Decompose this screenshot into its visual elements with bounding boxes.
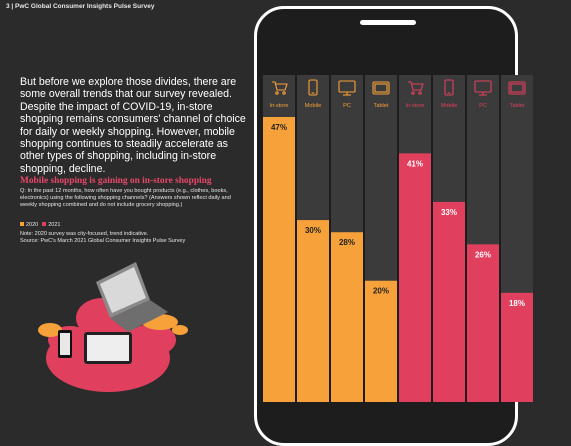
devices-illustration xyxy=(38,262,188,392)
legend-label-2020: 2020 xyxy=(26,222,39,228)
data-label-6: 26% xyxy=(475,250,491,259)
bar-1 xyxy=(297,220,329,402)
category-label-7: Tablet xyxy=(510,103,525,109)
category-label-4: In-store xyxy=(406,103,425,109)
chart-source: Source: PwC's March 2021 Global Consumer… xyxy=(20,238,186,244)
data-label-3: 20% xyxy=(373,287,389,296)
bar-4 xyxy=(399,153,431,402)
legend-item-2021: 2021 xyxy=(42,222,61,228)
data-label-2: 28% xyxy=(339,238,355,247)
legend-label-2021: 2021 xyxy=(48,222,61,228)
tablet-icon-7 xyxy=(508,81,526,95)
tablet-icon-3 xyxy=(372,81,390,95)
cart-icon-0 xyxy=(272,81,288,95)
section-title: Mobile shopping is gaining on in-store s… xyxy=(20,176,212,186)
page-header: 3 | PwC Global Consumer Insights Pulse S… xyxy=(6,3,155,10)
intro-paragraph: But before we explore those divides, the… xyxy=(20,76,246,175)
pc-icon-2 xyxy=(338,80,356,96)
bar-6 xyxy=(467,244,499,402)
chart-notes: Note: 2020 survey was city-focused, tren… xyxy=(20,231,250,245)
data-label-7: 18% xyxy=(509,299,525,308)
category-label-3: Tablet xyxy=(374,103,389,109)
bar-5 xyxy=(433,201,465,402)
bar-2 xyxy=(331,232,363,402)
laptop-icon xyxy=(96,262,168,332)
chart-note: Note: 2020 survey was city-focused, tren… xyxy=(20,231,149,237)
bar-3 xyxy=(365,280,397,402)
chart-legend: 2020 2021 xyxy=(20,222,61,228)
category-label-6: PC xyxy=(479,103,487,109)
data-label-0: 47% xyxy=(271,123,287,132)
tablet-device-icon xyxy=(84,332,132,364)
category-label-2: PC xyxy=(343,103,351,109)
data-label-5: 33% xyxy=(441,208,457,217)
data-label-1: 30% xyxy=(305,226,321,235)
cart-icon-4 xyxy=(408,81,424,95)
phone-speaker xyxy=(360,20,416,25)
legend-item-2020: 2020 xyxy=(20,222,38,228)
category-label-1: Mobile xyxy=(305,103,321,109)
mobile-icon-1 xyxy=(308,79,318,96)
mobile-icon-5 xyxy=(444,79,454,96)
phone-device-icon xyxy=(58,330,72,358)
bar-7 xyxy=(501,292,533,402)
pc-icon-6 xyxy=(474,80,492,96)
category-label-0: In-store xyxy=(270,103,289,109)
bar-chart: In-store 47% Mobile 30% PC 28% Tablet 20% In-sto… xyxy=(263,75,533,402)
survey-question: Q: In the past 12 months, how often have… xyxy=(20,188,231,208)
category-label-5: Mobile xyxy=(441,103,457,109)
bar-0 xyxy=(263,117,295,402)
data-label-4: 41% xyxy=(407,159,423,168)
